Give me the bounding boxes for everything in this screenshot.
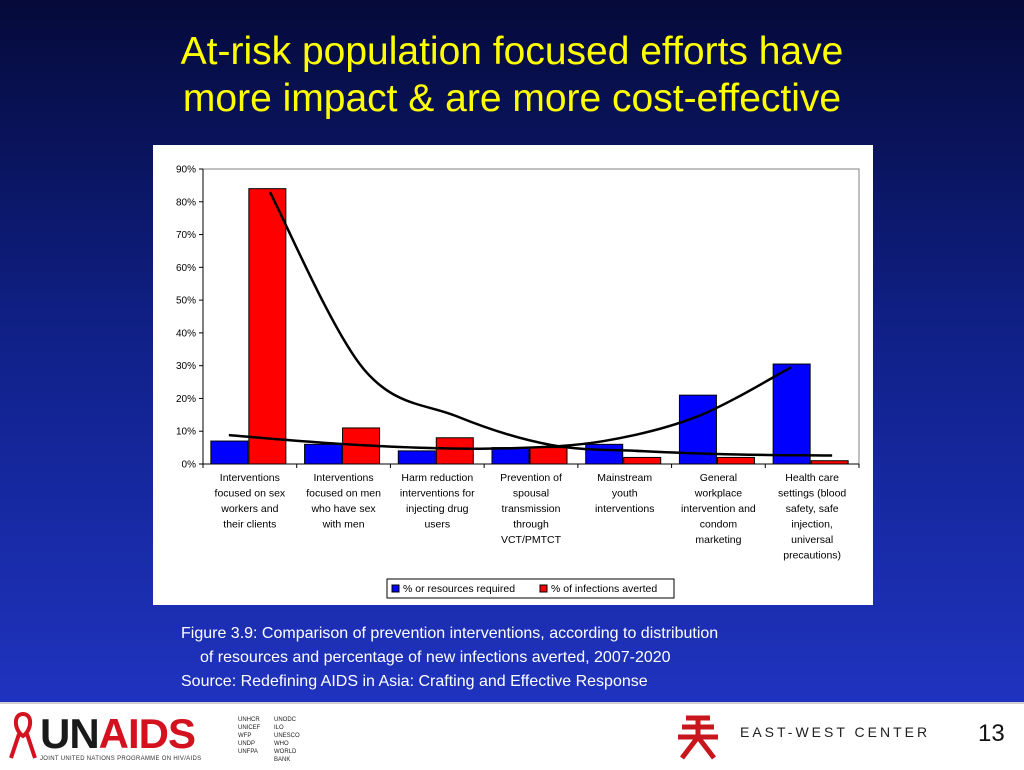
x-tick-label-line: transmission <box>502 503 561 515</box>
x-tick-label-line: universal <box>791 534 833 546</box>
bar-chart: 0% 10% 20% 30% 40% 50% 60% 70% 80% 90% Interventio… <box>176 165 860 599</box>
y-tick-label: 20% <box>176 394 196 405</box>
unaids-logo-un: UN <box>40 710 100 757</box>
figure-caption: Figure 3.9: Comparison of prevention int… <box>181 622 881 694</box>
x-tick-label-line: Harm reduction <box>401 472 473 484</box>
x-tick-label-line: interventions <box>595 503 655 515</box>
legend-swatch-resources <box>391 584 400 593</box>
x-tick-label-line: injection, <box>791 519 832 531</box>
legend-label: % of infections averted <box>551 583 657 595</box>
x-tick-label: Health care settings (blood safety, safe in… <box>778 472 846 562</box>
x-tick-label-line: settings (blood <box>778 488 846 500</box>
y-tick-label: 40% <box>176 328 196 339</box>
x-tick-label-line: with men <box>322 519 365 531</box>
trendline-resources <box>228 366 792 451</box>
slide-title: At-risk population focused efforts have … <box>0 28 1024 122</box>
legend-swatch-infections <box>539 584 548 593</box>
x-tick-label-line: precautions) <box>783 550 841 562</box>
title-line-1: At-risk population focused efforts have <box>180 30 844 73</box>
y-tick-label: 50% <box>176 296 196 307</box>
caption-source: Source: Redefining AIDS in Asia: Craftin… <box>181 673 648 690</box>
bar-resources <box>304 443 343 465</box>
red-ribbon-icon <box>9 711 37 759</box>
page-number: 13 <box>978 720 1005 747</box>
x-tick-label-line: VCT/PMTCT <box>501 534 562 546</box>
x-tick-label-line: Prevention of <box>500 472 562 484</box>
cosponsor-item: UNHCR <box>238 717 260 723</box>
title-line-2: more impact & are more cost-effective <box>182 77 842 120</box>
plot-area <box>202 168 860 465</box>
x-tick-label-line: Interventions <box>220 472 280 484</box>
unaids-logo-aids: AIDS <box>98 710 196 757</box>
bar-infections <box>529 447 568 465</box>
bar-resources <box>210 440 249 465</box>
footer-bar: UNAIDS JOINT UNITED NATIONS PROGRAMME ON… <box>0 702 1024 770</box>
x-tick-label-line: workers and <box>220 503 278 515</box>
bar-resources <box>491 447 530 465</box>
bar-infections <box>248 188 287 465</box>
east-west-center-name: EAST-WEST CENTER <box>740 724 931 740</box>
x-tick-label-line: who have sex <box>310 503 376 515</box>
east-west-center-logo-icon <box>678 715 718 760</box>
bar-infections <box>716 456 755 465</box>
cosponsor-item: WORLD BANK <box>274 749 297 763</box>
x-tick-label-line: users <box>424 519 450 531</box>
y-tick-label: 10% <box>176 427 196 438</box>
x-tick-label-line: focused on sex <box>215 488 286 500</box>
x-tick-label-line: through <box>513 519 549 531</box>
y-tick-label: 80% <box>176 197 196 208</box>
x-tick-label: Mainstream youth interventions <box>595 472 655 515</box>
x-tick-label-line: spousal <box>513 488 549 500</box>
trendline-infections <box>268 191 833 457</box>
cosponsor-item: UNFPA <box>238 749 258 755</box>
caption-line-2: of resources and percentage of new infec… <box>200 649 671 666</box>
x-tick-label-line: focused on men <box>306 488 381 500</box>
x-tick-label: Harm reduction interventions for injecting… <box>400 472 475 531</box>
bar-resources <box>397 450 436 465</box>
bar-infections <box>435 437 474 465</box>
x-tick-label-line: General <box>700 472 737 484</box>
x-tick-label: Interventions focused on sex workers and th… <box>215 472 286 531</box>
bar-resources <box>585 443 624 465</box>
cosponsor-item: ILO <box>274 725 284 731</box>
x-tick-label-line: their clients <box>223 519 276 531</box>
y-tick-label: 60% <box>176 263 196 274</box>
bar-infections <box>623 456 662 465</box>
x-tick-label-line: marketing <box>695 534 741 546</box>
cosponsor-item: UNODC <box>274 717 296 723</box>
x-tick-label-line: injecting drug <box>406 503 469 515</box>
y-tick-label: 0% <box>182 460 197 471</box>
x-tick-label-line: interventions for <box>400 488 475 500</box>
cosponsor-item: UNESCO <box>274 733 300 739</box>
bar-resources <box>772 363 811 465</box>
x-tick-label-line: intervention and <box>681 503 756 515</box>
bar-infections <box>810 460 849 465</box>
y-tick-label: 30% <box>176 361 196 372</box>
caption-line-1: Figure 3.9: Comparison of prevention int… <box>181 625 719 642</box>
y-tick-label: 70% <box>176 230 196 241</box>
legend-box <box>386 578 675 599</box>
cosponsor-item: WFP <box>238 733 252 739</box>
x-tick-label-line: condom <box>700 519 738 531</box>
legend-label: % or resources required <box>403 583 515 595</box>
cosponsor-item: WHO <box>274 741 289 747</box>
cosponsor-item: UNICEF <box>238 725 261 731</box>
cosponsor-item: UNDP <box>238 741 256 747</box>
x-tick-label-line: Interventions <box>314 472 374 484</box>
unaids-tagline: JOINT UNITED NATIONS PROGRAMME ON HIV/AI… <box>40 756 202 762</box>
x-tick-label-line: youth <box>612 488 638 500</box>
x-tick-label-line: safety, safe <box>786 503 839 515</box>
y-tick-label: 90% <box>176 165 196 176</box>
cosponsor-list: UNHCR UNODC UNICEF ILO WFP UNESCO UNDP W… <box>238 716 314 764</box>
x-tick-label: Interventions focused on men who have sex w… <box>306 472 381 531</box>
x-tick-label-line: Mainstream <box>597 472 652 484</box>
x-tick-label-line: workplace <box>694 488 742 500</box>
unaids-logo: UNAIDS <box>40 710 196 758</box>
x-tick-label: Prevention of spousal transmission through V… <box>500 472 562 546</box>
chart-panel: 0% 10% 20% 30% 40% 50% 60% 70% 80% 90% Interventio… <box>153 145 873 605</box>
x-tick-label: General workplace intervention and condom ma… <box>681 472 756 546</box>
x-tick-label-line: Health care <box>785 472 839 484</box>
